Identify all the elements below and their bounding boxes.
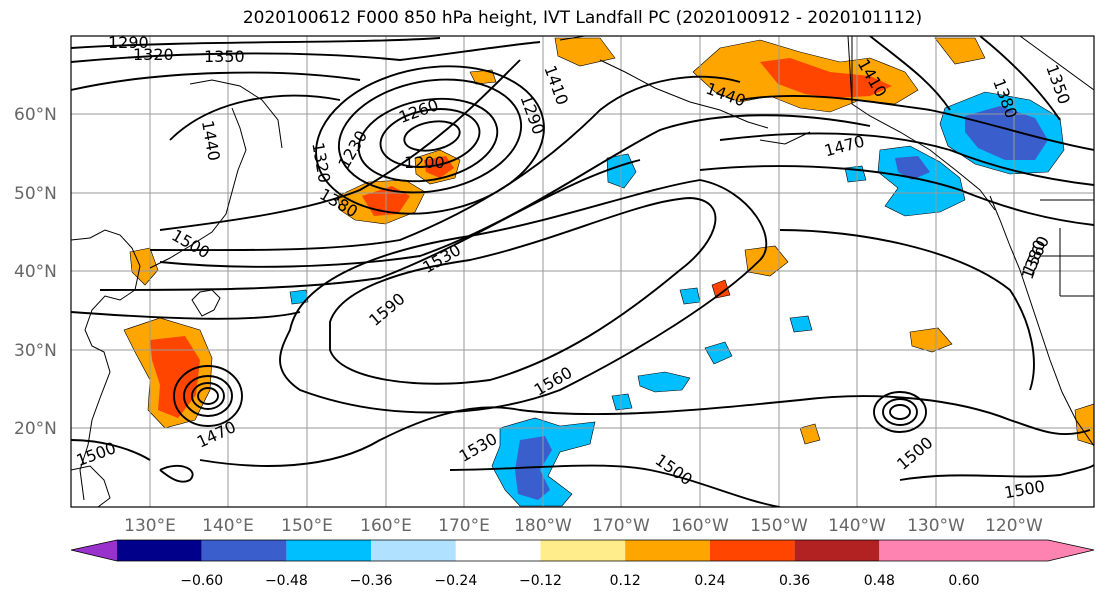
- lon-label: 130°E: [124, 516, 176, 536]
- colorbar-tick: −0.36: [350, 573, 393, 589]
- lon-label: 150°E: [281, 516, 333, 536]
- colorbar-tick: −0.60: [180, 573, 223, 589]
- lon-label: 180°W: [514, 516, 572, 536]
- colorbar-segment: [371, 540, 456, 561]
- map-frame: [70, 35, 1095, 508]
- colorbar-segment: [794, 540, 880, 561]
- lon-label: 140°W: [828, 516, 886, 536]
- colorbar-segment: [709, 540, 795, 561]
- contour-label: 1500: [74, 438, 119, 470]
- lat-label: 60°N: [14, 105, 57, 125]
- colorbar: −0.60 −0.48 −0.36 −0.24 −0.12 0.12 0.24 …: [70, 539, 1095, 589]
- colorbar-tick: 0.48: [864, 573, 895, 589]
- contour-label: 1470: [194, 417, 239, 451]
- graticule: [71, 36, 1094, 507]
- lon-label: 140°E: [202, 516, 254, 536]
- colorbar-tick: −0.48: [265, 573, 308, 589]
- coastlines: [71, 36, 1094, 507]
- contour-label: 1590: [365, 289, 408, 330]
- colorbar-tick: 0.24: [694, 573, 725, 589]
- contour-label: 1410: [540, 63, 572, 108]
- ivt-positive-shading: [123, 37, 1094, 446]
- colorbar-extend-right: [964, 540, 1094, 561]
- contour-label: 1440: [198, 119, 224, 162]
- lat-label: 50°N: [14, 184, 57, 204]
- colorbar-segment: [455, 540, 541, 561]
- lon-label: 170°W: [592, 516, 650, 536]
- colorbar-segment: [286, 540, 372, 561]
- colorbar-extend-left: [71, 540, 117, 561]
- lon-label: 170°E: [438, 516, 490, 536]
- contour-label: 1500: [1003, 477, 1046, 503]
- figure-title: 2020100612 F000 850 hPa height, IVT Land…: [242, 8, 923, 28]
- colorbar-segment: [117, 540, 202, 561]
- contour-label: 1500: [168, 225, 213, 262]
- lon-label: 130°W: [907, 516, 965, 536]
- lat-label: 30°N: [14, 341, 57, 361]
- lon-label: 160°W: [671, 516, 729, 536]
- height-contours: [71, 36, 1094, 507]
- contour-label: 1320: [133, 45, 174, 64]
- contour-label: 1500: [652, 450, 696, 489]
- map-area: 1290 1320 1350 1410 1440 1410 1380 1350 …: [71, 33, 1094, 507]
- contour-label: 1320: [308, 141, 334, 184]
- contour-label: 1350: [204, 47, 245, 66]
- colorbar-outline: [70, 539, 1095, 562]
- contour-label: 1290: [108, 33, 149, 52]
- colorbar-tick: 0.60: [948, 573, 979, 589]
- contour-label: 1560: [531, 363, 576, 400]
- colorbar-segment: [625, 540, 710, 561]
- colorbar-segment: [201, 540, 287, 561]
- latitude-labels: 60°N 50°N 40°N 30°N 20°N: [14, 105, 57, 439]
- contour-label: 1500: [893, 433, 936, 474]
- colorbar-tick: 0.12: [610, 573, 641, 589]
- lon-label: 120°W: [985, 516, 1043, 536]
- colorbar-tick: −0.24: [434, 573, 477, 589]
- lon-label: 160°E: [360, 516, 412, 536]
- contour-label: 1530: [419, 240, 464, 277]
- lat-label: 40°N: [14, 262, 57, 282]
- colorbar-tick: 0.36: [779, 573, 810, 589]
- lat-label: 20°N: [14, 419, 57, 439]
- lon-label: 150°W: [750, 516, 808, 536]
- colorbar-tick: −0.12: [519, 573, 562, 589]
- contour-label: 1350: [1042, 62, 1074, 107]
- contour-label: 1530: [456, 429, 501, 466]
- colorbar-segment: [879, 540, 964, 561]
- longitude-labels: 130°E 140°E 150°E 160°E 170°E 180°W 170°…: [124, 516, 1043, 536]
- colorbar-segment: [540, 540, 626, 561]
- contour-label: 1470: [822, 132, 866, 161]
- contour-label: 1200: [404, 153, 445, 172]
